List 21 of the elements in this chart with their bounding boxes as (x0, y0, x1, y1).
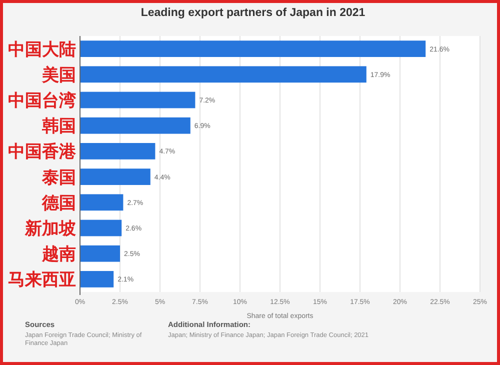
y-tick-label: 越南 (41, 244, 76, 264)
y-tick-label: 中国香港 (8, 142, 77, 162)
y-tick-label: 新加坡 (24, 219, 77, 238)
y-tick-label: 韩国 (41, 116, 76, 136)
y-tick-label: 中国大陆 (8, 40, 76, 59)
y-tick-label: 中国台湾 (8, 91, 76, 110)
chart-title: Leading export partners of Japan in 2021 (140, 7, 366, 19)
bar (80, 194, 124, 211)
y-tick-label: 泰国 (41, 168, 76, 187)
bar (80, 220, 122, 236)
bar (80, 92, 196, 108)
bar (80, 245, 120, 262)
bar (80, 168, 150, 185)
y-tick-label: 德国 (41, 193, 76, 212)
bar (80, 271, 114, 288)
y-tick-label: 马来西亚 (8, 270, 76, 290)
bar (80, 117, 190, 134)
bar (80, 66, 366, 83)
bar (80, 40, 426, 57)
y-tick-label: 美国 (41, 65, 76, 84)
bar (80, 143, 156, 160)
